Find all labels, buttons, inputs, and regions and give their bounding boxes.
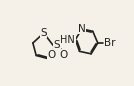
Text: HN: HN xyxy=(60,35,75,45)
Text: O: O xyxy=(47,50,55,60)
Text: O: O xyxy=(59,50,68,60)
Text: Br: Br xyxy=(104,38,115,48)
Text: N: N xyxy=(78,24,86,34)
Text: S: S xyxy=(54,41,60,50)
Text: S: S xyxy=(40,28,47,38)
